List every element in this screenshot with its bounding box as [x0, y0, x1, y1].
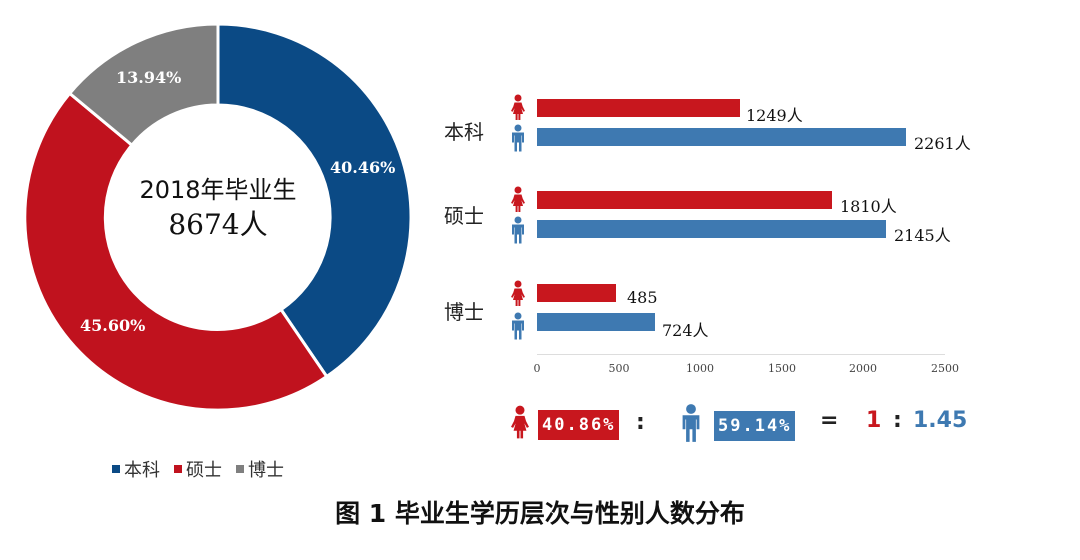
- slice-label-boshi: 13.94%: [116, 68, 182, 87]
- male-icon: [512, 312, 524, 340]
- value-shuoshi-female: 1810人: [840, 197, 897, 216]
- category-label-boshi: 博士: [444, 300, 484, 324]
- female-icon: [511, 186, 525, 212]
- x-tick: 0: [533, 362, 541, 375]
- female-percentage-badge: 40.86%: [538, 410, 620, 440]
- female-icon: [511, 94, 525, 120]
- legend-label: 本科: [124, 460, 160, 481]
- female-icon: [511, 280, 525, 306]
- male-icon: [512, 124, 524, 152]
- x-tick: 1000: [686, 362, 714, 375]
- bar-boshi-male: [537, 313, 655, 331]
- donut-center: 2018年毕业生 8674人: [108, 175, 328, 245]
- ratio-colon: :: [893, 408, 902, 433]
- slice-boshi: [67, 22, 220, 148]
- donut-chart: [23, 22, 413, 412]
- ratio-colon: :: [636, 410, 645, 435]
- value-boshi-male: 724人: [662, 321, 709, 340]
- slice-shuoshi: [23, 91, 329, 412]
- category-label-benke: 本科: [444, 120, 484, 144]
- value-benke-male: 2261人: [914, 134, 971, 153]
- ratio-equals: =: [820, 408, 839, 433]
- figure-caption: 图 1 毕业生学历层次与性别人数分布: [335, 499, 745, 528]
- value-boshi-female: 485: [627, 288, 658, 307]
- slice-label-benke: 40.46%: [330, 158, 396, 177]
- slice-label-shuoshi: 45.60%: [80, 316, 146, 335]
- ratio-female-value: 1: [866, 408, 882, 433]
- x-tick: 2000: [849, 362, 877, 375]
- x-tick: 500: [608, 362, 630, 375]
- legend-swatch-icon: [174, 465, 182, 473]
- legend-swatch-icon: [236, 465, 244, 473]
- male-icon: [682, 404, 700, 442]
- donut-total: 8674人: [168, 208, 268, 241]
- male-icon: [512, 216, 524, 244]
- bar-shuoshi-female: [537, 191, 832, 209]
- x-axis-line: [537, 354, 945, 355]
- legend-item-shuoshi: 硕士: [174, 456, 222, 482]
- category-label-shuoshi: 硕士: [444, 204, 484, 228]
- legend-item-boshi: 博士: [236, 456, 284, 482]
- bar-benke-female: [537, 99, 740, 117]
- bar-boshi-female: [537, 284, 616, 302]
- value-shuoshi-male: 2145人: [894, 226, 951, 245]
- donut-legend: 本科 硕士 博士: [112, 456, 284, 482]
- female-icon: [511, 405, 529, 439]
- bar-benke-male: [537, 128, 906, 146]
- ratio-male-value: 1.45: [913, 408, 968, 433]
- x-tick: 2500: [931, 362, 959, 375]
- legend-item-benke: 本科: [112, 456, 160, 482]
- legend-label: 博士: [248, 460, 284, 481]
- slice-benke: [216, 22, 413, 379]
- legend-swatch-icon: [112, 465, 120, 473]
- x-tick: 1500: [768, 362, 796, 375]
- donut-title: 2018年毕业生: [139, 176, 297, 204]
- legend-label: 硕士: [186, 460, 222, 481]
- value-benke-female: 1249人: [746, 106, 803, 125]
- male-percentage-badge: 59.14%: [714, 411, 796, 441]
- bar-shuoshi-male: [537, 220, 886, 238]
